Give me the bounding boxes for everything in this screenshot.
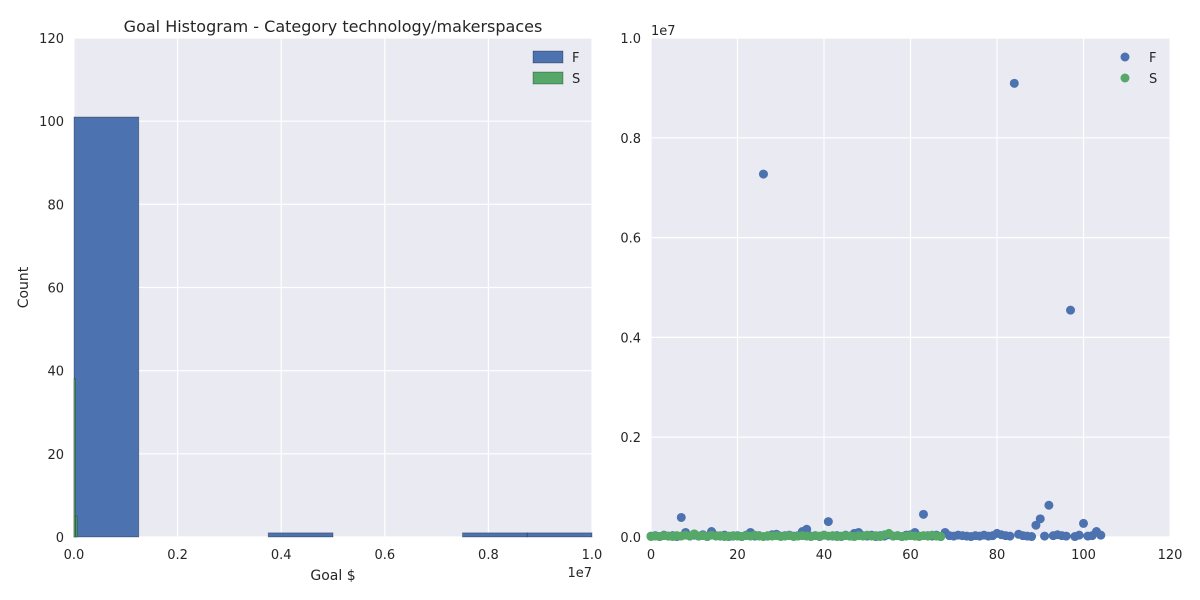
scatter-point-F <box>1096 530 1106 540</box>
y-tick-label: 0.8 <box>620 132 641 147</box>
legend-swatch-S <box>532 71 564 85</box>
x-tick-label: 0.6 <box>374 548 395 563</box>
histogram-y-axis-label: Count <box>16 266 32 308</box>
y-tick-label: 20 <box>47 448 64 463</box>
x-tick-label: 0 <box>647 548 655 563</box>
y-tick-label: 0.0 <box>620 531 641 546</box>
x-tick-label: 100 <box>1071 548 1096 563</box>
scatter-point-F <box>1009 78 1019 88</box>
scatter-y-tick-labels: 0.0 0.2 0.4 0.6 0.8 1.0 <box>620 32 641 546</box>
y-tick-label: 0 <box>56 531 64 546</box>
y-tick-label: 1.0 <box>620 32 641 47</box>
scatter-chart: 0 20 40 60 80 100 120 0.0 0.2 0.4 0.6 0.8 1.0 1e7 F… <box>620 24 1182 563</box>
scatter-point-F <box>1079 518 1088 528</box>
histogram-bars <box>73 116 593 538</box>
histogram-bar-F <box>526 532 593 538</box>
histogram-legend: FS <box>532 50 580 87</box>
scatter-point-F <box>1066 305 1076 315</box>
scatter-point-F <box>1027 532 1037 542</box>
x-tick-label: 20 <box>729 548 746 563</box>
legend-swatch-F <box>532 50 564 64</box>
scatter-point-F <box>758 169 768 179</box>
x-tick-label: 0.8 <box>478 548 499 563</box>
legend-marker-F <box>1120 52 1130 62</box>
scatter-point-S <box>936 532 946 542</box>
y-tick-label: 40 <box>47 365 64 380</box>
histogram-title: Goal Histogram - Category technology/mak… <box>124 17 543 36</box>
x-tick-label: 0.4 <box>271 548 292 563</box>
legend-label-S: S <box>572 72 580 87</box>
histogram-x-offset-label: 1e7 <box>567 566 592 581</box>
histogram-gridlines <box>73 37 593 538</box>
scatter-point-F <box>1074 530 1084 540</box>
histogram-bar-F <box>73 116 140 538</box>
x-tick-label: 80 <box>989 548 1006 563</box>
legend-label-F: F <box>1149 51 1156 66</box>
scatter-point-F <box>1044 500 1054 510</box>
legend-label-S: S <box>1149 72 1157 87</box>
x-tick-label: 60 <box>902 548 919 563</box>
y-tick-label: 0.4 <box>620 331 641 346</box>
scatter-points <box>646 78 1106 542</box>
histogram-y-tick-labels: 0 20 40 60 80 100 120 <box>39 32 64 546</box>
y-tick-label: 80 <box>47 198 64 213</box>
scatter-point-F <box>1040 531 1050 541</box>
histogram-bar-F <box>462 532 528 538</box>
x-tick-label: 120 <box>1158 548 1183 563</box>
histogram-x-axis-label: Goal $ <box>310 568 355 584</box>
y-tick-label: 0.6 <box>620 232 641 247</box>
histogram-x-tick-labels: 0.0 0.2 0.4 0.6 0.8 1.0 <box>64 548 603 563</box>
scatter-point-F <box>823 517 833 527</box>
histogram-chart: 0.0 0.2 0.4 0.6 0.8 1.0 0 20 40 60 80 100 120 Goal … <box>16 17 602 584</box>
scatter-point-F <box>918 509 928 519</box>
scatter-legend: FS <box>1120 51 1157 87</box>
y-tick-label: 100 <box>39 115 64 130</box>
scatter-point-F <box>1031 520 1041 530</box>
y-tick-label: 120 <box>39 32 64 47</box>
histogram-bar-F <box>267 532 334 538</box>
x-tick-label: 1.0 <box>582 548 603 563</box>
scatter-point-F <box>1035 514 1045 524</box>
histogram-bar-S <box>75 515 78 538</box>
scatter-point-F <box>1061 531 1071 541</box>
y-tick-label: 0.2 <box>620 431 641 446</box>
scatter-x-tick-labels: 0 20 40 60 80 100 120 <box>647 548 1183 563</box>
scatter-point-F <box>676 512 686 522</box>
legend-marker-S <box>1120 73 1130 83</box>
x-tick-label: 40 <box>816 548 833 563</box>
legend-label-F: F <box>572 51 579 66</box>
scatter-point-F <box>1005 531 1015 541</box>
scatter-y-offset-label: 1e7 <box>651 24 676 39</box>
x-tick-label: 0.0 <box>64 548 85 563</box>
x-tick-label: 0.2 <box>167 548 188 563</box>
scatter-point-F <box>802 524 812 534</box>
histogram-bar-S <box>73 378 76 538</box>
y-tick-label: 60 <box>47 282 64 297</box>
